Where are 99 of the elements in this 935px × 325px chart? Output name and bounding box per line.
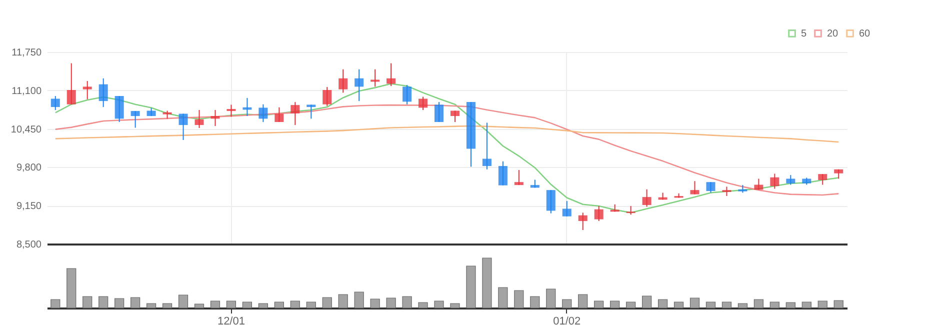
bar [690, 298, 700, 308]
bar [194, 304, 204, 308]
candlestick [274, 106, 284, 123]
bar [370, 298, 380, 308]
bar [386, 298, 396, 308]
candlestick [498, 160, 508, 186]
candlestick [418, 96, 428, 111]
legend-label: 60 [859, 28, 871, 40]
bar [50, 299, 60, 308]
candlestick [50, 96, 60, 111]
x-tick-label: 12/01 [217, 316, 245, 325]
bar [146, 303, 156, 308]
bar [770, 302, 780, 308]
candlestick [482, 122, 492, 170]
candlestick [322, 86, 332, 107]
bar [98, 296, 108, 308]
bar [450, 303, 460, 308]
bar [530, 296, 540, 308]
candlestick [450, 110, 460, 123]
bar [834, 300, 844, 308]
bar [258, 303, 268, 308]
candlestick [786, 174, 796, 186]
candlestick [642, 188, 652, 208]
candlestick [434, 102, 444, 123]
legend-label: 5 [801, 28, 807, 40]
bar [818, 300, 828, 308]
x-tick-label: 01/02 [553, 316, 581, 325]
bar [242, 302, 252, 308]
candlestick [562, 200, 572, 217]
candlestick [66, 62, 76, 105]
candlestick [194, 110, 204, 129]
bar [562, 299, 572, 308]
bar [722, 302, 732, 308]
candlestick [226, 104, 236, 118]
candlestick [354, 68, 364, 102]
bar [514, 290, 524, 308]
candlestick [578, 212, 588, 230]
candlestick [706, 182, 716, 194]
bar [162, 303, 172, 308]
candlestick [290, 102, 300, 126]
bar [306, 302, 316, 308]
bar [66, 268, 76, 308]
bar [354, 292, 364, 308]
candlestick [130, 110, 140, 128]
bar [82, 296, 92, 308]
y-tick-label: 11,100 [12, 86, 42, 97]
candlestick [210, 110, 220, 127]
candlestick [722, 186, 732, 197]
candlestick [770, 173, 780, 190]
bar [642, 296, 652, 308]
bar [434, 300, 444, 308]
line-series [54, 125, 840, 143]
bar [738, 303, 748, 308]
y-tick-label: 9,800 [16, 162, 42, 174]
bar [482, 258, 492, 308]
candlestick [594, 206, 604, 222]
legend-label: 20 [827, 28, 839, 40]
y-tick-label: 9,150 [16, 201, 42, 212]
bar [466, 266, 476, 308]
bar [402, 296, 412, 308]
candlestick [114, 96, 124, 123]
bar [418, 302, 428, 308]
candlestick [178, 113, 188, 141]
candlestick [402, 84, 412, 105]
candlestick [258, 104, 268, 123]
bar [322, 297, 332, 308]
bar [674, 302, 684, 308]
bar [546, 288, 556, 308]
bar [802, 302, 812, 308]
bar [178, 294, 188, 308]
bar [626, 302, 636, 308]
bar [578, 294, 588, 308]
candlestick [370, 68, 380, 88]
bar [706, 302, 716, 308]
y-tick-label: 11,750 [12, 48, 42, 58]
bar [130, 297, 140, 308]
bar [290, 300, 300, 308]
bar [610, 300, 620, 308]
bar [786, 302, 796, 308]
candlestick [546, 190, 556, 214]
candlestick [690, 180, 700, 195]
bar [210, 300, 220, 308]
bar [114, 298, 124, 308]
bar [594, 300, 604, 308]
candlestick [338, 68, 348, 94]
candlestick [818, 174, 828, 186]
bar [754, 299, 764, 308]
y-tick-label: 10,450 [10, 124, 42, 136]
bar [274, 302, 284, 308]
bar [498, 287, 508, 308]
candlestick [386, 62, 396, 87]
candlestick [82, 80, 92, 100]
candlestick [514, 170, 524, 186]
bar [226, 300, 236, 308]
candlestick [306, 104, 316, 120]
candlestick [98, 78, 108, 108]
y-tick-label: 8,500 [16, 240, 42, 250]
bar [338, 294, 348, 308]
bar [658, 299, 668, 308]
